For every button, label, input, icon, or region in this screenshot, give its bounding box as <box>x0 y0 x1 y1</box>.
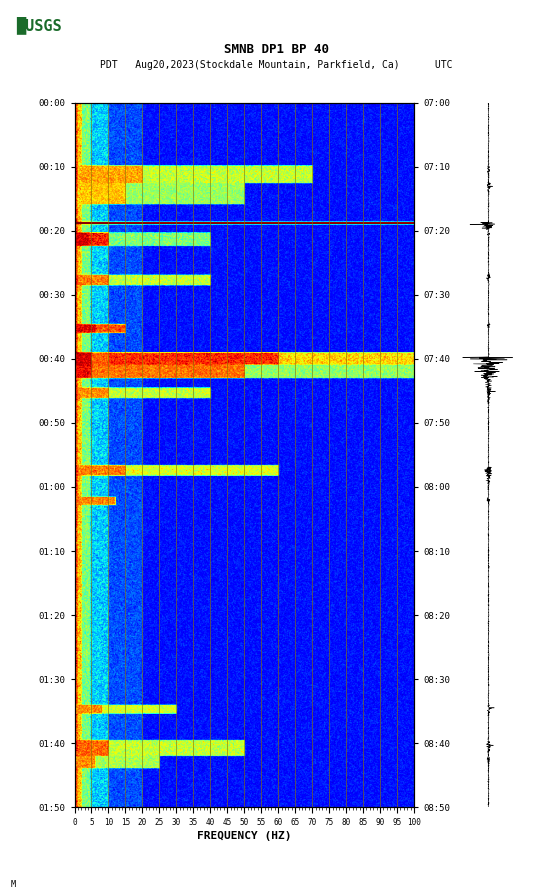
X-axis label: FREQUENCY (HZ): FREQUENCY (HZ) <box>197 830 291 841</box>
Text: █USGS: █USGS <box>17 16 62 34</box>
Text: M: M <box>11 880 16 889</box>
Text: PDT   Aug20,2023(Stockdale Mountain, Parkfield, Ca)      UTC: PDT Aug20,2023(Stockdale Mountain, Parkf… <box>100 60 452 70</box>
Text: SMNB DP1 BP 40: SMNB DP1 BP 40 <box>224 44 328 56</box>
